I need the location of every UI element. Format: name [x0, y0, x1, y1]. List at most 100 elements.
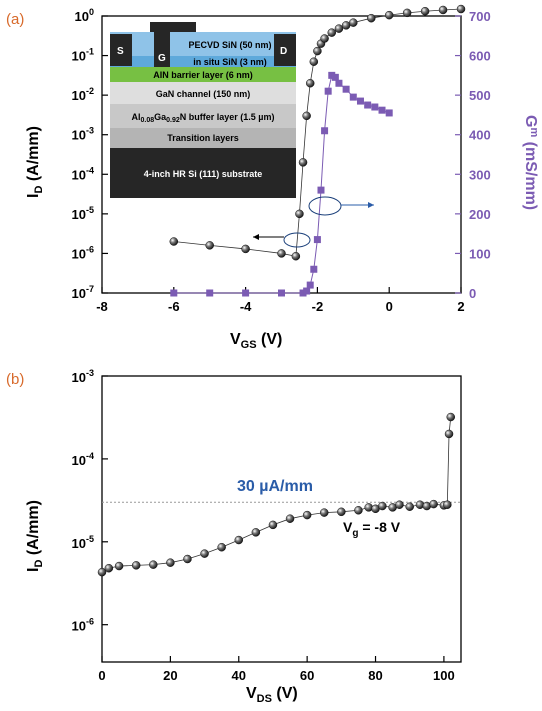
y2-tick-label-a: 300: [469, 167, 491, 182]
layer-aln-text: AlN barrier layer (6 nm): [153, 70, 253, 80]
layer-pecvd-text: PECVD SiN (50 nm): [188, 40, 271, 50]
marks-a: [169, 4, 466, 297]
gm-point: [385, 109, 393, 117]
id-vds-point: [444, 429, 454, 439]
id-vds-point: [378, 501, 387, 511]
id-point: [305, 78, 315, 88]
y-axis-label-a: ID (A/mm): [25, 126, 45, 198]
gate-contact: [154, 32, 170, 67]
y2-tick-label-a: 0: [469, 286, 476, 301]
drain-contact: [274, 34, 296, 66]
id-vds-point: [268, 520, 278, 530]
x-tick-label-b: 0: [98, 668, 105, 683]
gm-series-line: [173, 74, 390, 294]
x-tick-label-a: -2: [312, 299, 324, 314]
y-axis-label-b: ID (A/mm): [25, 500, 45, 572]
gm-callout-ellipse: [308, 196, 342, 216]
id-callout-arrowhead: [253, 234, 259, 240]
id-point: [438, 5, 448, 15]
y-tick-label-a: 10-5: [72, 205, 94, 222]
layer-aln: [110, 67, 296, 82]
y-tick-label-a: 100: [75, 7, 94, 24]
id-point: [420, 6, 430, 16]
gm-point: [242, 289, 250, 297]
x-tick-label-b: 40: [232, 668, 246, 683]
layer-substrate-text: 4-inch HR Si (111) substrate: [144, 169, 263, 179]
id-point: [367, 13, 376, 23]
id-point: [349, 18, 358, 27]
source-label: S: [117, 46, 124, 57]
gm-point: [335, 79, 343, 87]
gm-point: [321, 127, 329, 135]
id-point: [295, 209, 304, 219]
layer-transition: [110, 128, 296, 148]
ticks-b: 0 20 40 60 80 100 10-3 10-4 10-5 10-6: [72, 368, 455, 683]
gm-point: [371, 103, 379, 111]
x-tick-label-a: 2: [457, 299, 464, 314]
id-point: [320, 34, 329, 43]
y-tick-label-a: 10-1: [72, 47, 94, 64]
y-tick-label-a: 10-7: [72, 284, 94, 301]
id-vds-point: [217, 542, 226, 552]
panel-b-label: (b): [6, 371, 24, 388]
gm-point: [278, 289, 285, 297]
gm-point: [170, 289, 178, 297]
panel-b: (b) 0 20 40 60 80 100 10-3 10-4 10-5 10-6 30 µA/m…: [6, 368, 462, 705]
id-point: [241, 244, 250, 254]
y-tick-label-b: 10-5: [72, 534, 94, 551]
id-vds-point: [183, 554, 192, 564]
gm-point: [306, 281, 314, 289]
layer-transition-text: Transition layers: [167, 133, 239, 143]
id-vds-point: [354, 506, 363, 515]
layer-insitu-text: in situ SiN (3 nm): [193, 57, 267, 67]
gm-point: [349, 93, 357, 101]
id-point: [456, 4, 466, 14]
id-point: [309, 57, 319, 66]
id-vds-point: [302, 510, 312, 520]
id-vds-point: [131, 561, 141, 570]
id-vds-point: [149, 560, 158, 569]
layer-gan-text: GaN channel (150 nm): [156, 89, 251, 99]
id-point: [298, 158, 308, 167]
gm-point: [356, 97, 364, 105]
gm-point: [317, 186, 325, 194]
id-point: [302, 111, 311, 121]
layer-stack-inset: S G D PECVD SiN (50 nm) in situ SiN (3 n…: [110, 22, 296, 198]
id-vds-point: [104, 563, 114, 573]
id-vds-point: [97, 567, 107, 577]
id-point: [402, 8, 412, 18]
y-tick-label-a: 10-6: [72, 244, 94, 261]
y2-tick-label-a: 100: [469, 246, 491, 261]
x-tick-label-b: 80: [368, 668, 382, 683]
gate-cap: [150, 22, 196, 32]
id-vds-point: [405, 502, 414, 511]
marks-b: [97, 412, 455, 577]
id-vds-point: [337, 507, 346, 517]
x-tick-label-a: -8: [96, 299, 108, 314]
panel-a: (a) S G D PECVD SiN (50 nm) in situ SiN …: [6, 4, 540, 351]
source-contact: [110, 34, 132, 66]
id-vds-point: [234, 535, 244, 545]
panel-a-label: (a): [6, 11, 24, 28]
gm-point: [303, 287, 311, 295]
id-point: [291, 251, 301, 261]
gm-point: [378, 106, 386, 114]
gm-point: [324, 87, 332, 95]
gm-point: [331, 73, 339, 81]
plot-frame-b: [101, 375, 462, 663]
id-callout-ellipse: [283, 232, 311, 248]
y2-tick-label-a: 200: [469, 207, 491, 222]
y2-tick-label-a: 600: [469, 49, 491, 64]
gm-point: [364, 101, 372, 109]
y-tick-label-b: 10-6: [72, 617, 94, 634]
gm-point: [310, 265, 318, 273]
id-vds-point: [446, 412, 455, 422]
id-point: [313, 46, 322, 56]
id-vds-point: [429, 499, 438, 509]
gm-point: [206, 289, 214, 297]
x-axis-label-a: VGS (V): [230, 331, 282, 351]
x-axis-label-b: VDS (V): [246, 685, 298, 705]
layer-gan: [110, 82, 296, 104]
id-point: [205, 241, 214, 250]
